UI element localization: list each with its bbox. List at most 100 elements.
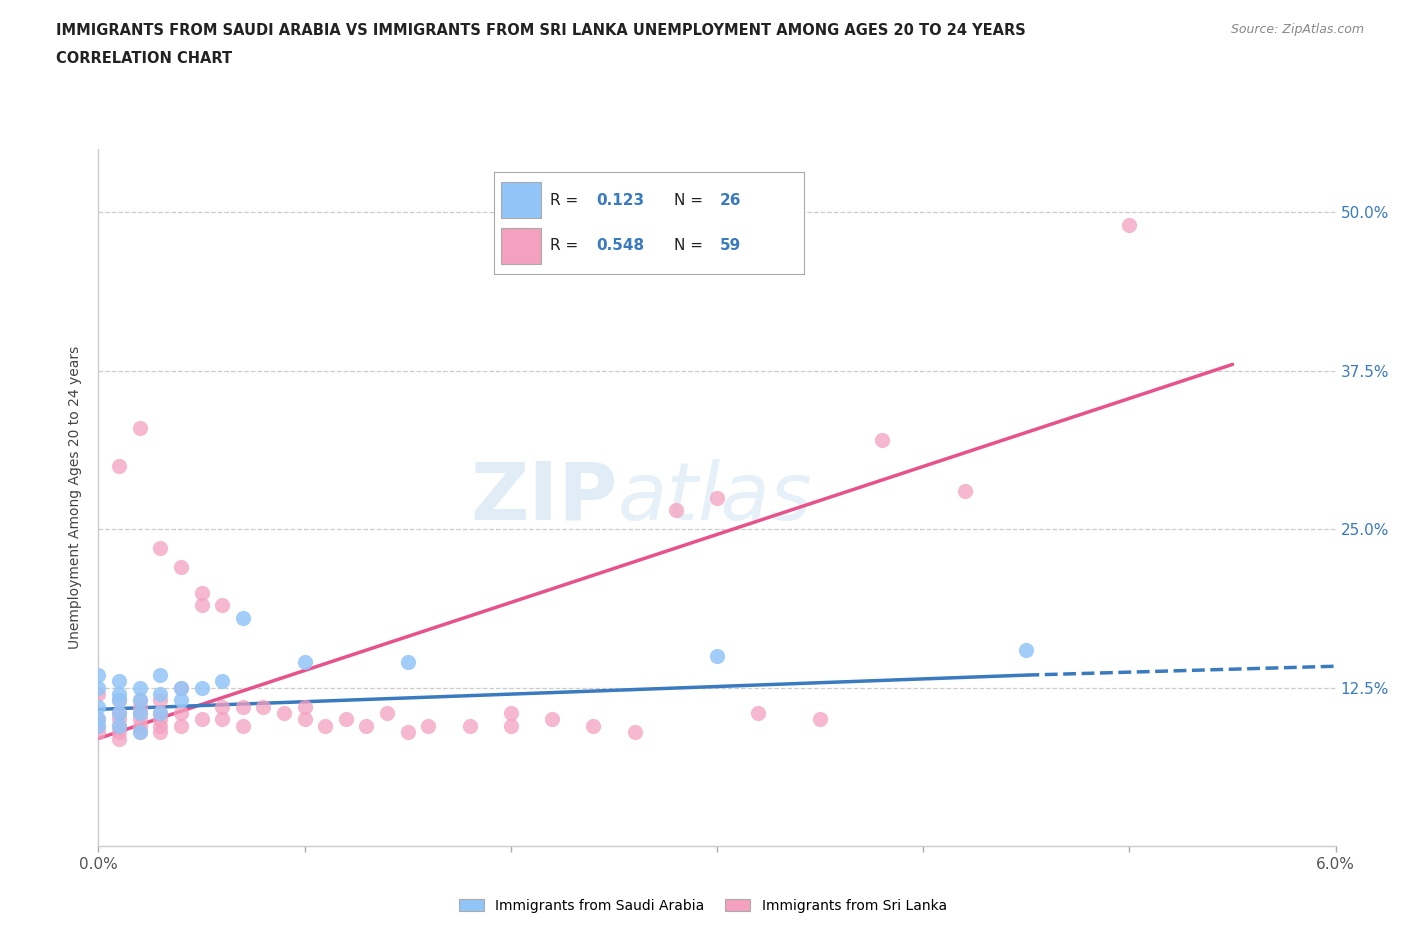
Point (87, 712, 110, 727)
Point (232, 611, 254, 626)
Point (128, 699, 150, 714)
Point (418, 718, 440, 733)
Point (1015, 643, 1038, 658)
Point (128, 706, 150, 721)
Point (170, 681, 193, 696)
Text: 0.548: 0.548 (596, 238, 644, 253)
Point (108, 693, 131, 708)
Point (623, 724, 645, 739)
Point (87, 718, 110, 733)
Point (294, 699, 316, 714)
Point (541, 712, 564, 727)
Point (128, 420, 150, 435)
Point (232, 699, 254, 714)
Point (87, 686, 110, 701)
Point (499, 706, 522, 721)
Y-axis label: Unemployment Among Ages 20 to 24 years: Unemployment Among Ages 20 to 24 years (69, 346, 83, 649)
Point (870, 433, 893, 448)
Point (294, 655, 316, 670)
Point (273, 706, 295, 721)
Point (128, 718, 150, 733)
Point (108, 718, 131, 733)
Point (665, 503, 688, 518)
Point (190, 598, 212, 613)
Point (211, 674, 233, 689)
Point (87, 712, 110, 727)
Point (108, 706, 131, 721)
Point (108, 706, 131, 721)
Point (190, 681, 212, 696)
Point (170, 560, 193, 575)
Legend: Immigrants from Saudi Arabia, Immigrants from Sri Lanka: Immigrants from Saudi Arabia, Immigrants… (454, 894, 952, 919)
Point (108, 718, 131, 733)
Point (128, 681, 150, 696)
Text: R =: R = (550, 193, 583, 208)
Point (375, 706, 398, 721)
Point (170, 706, 193, 721)
Point (108, 724, 131, 739)
Point (396, 655, 419, 670)
Point (108, 458, 131, 473)
Point (582, 718, 605, 733)
Point (108, 693, 131, 708)
Point (396, 724, 419, 739)
Point (128, 693, 150, 708)
Point (108, 674, 131, 689)
Point (87, 718, 110, 733)
Point (190, 585, 212, 600)
Point (108, 712, 131, 727)
FancyBboxPatch shape (501, 229, 541, 264)
Text: ZIP: ZIP (471, 458, 619, 537)
Text: CORRELATION CHART: CORRELATION CHART (56, 51, 232, 66)
Point (128, 706, 150, 721)
Point (1118, 218, 1140, 232)
Point (149, 724, 172, 739)
Point (170, 693, 193, 708)
Point (149, 686, 172, 701)
Point (211, 699, 233, 714)
Point (170, 681, 193, 696)
Point (170, 718, 193, 733)
Point (335, 712, 357, 727)
Point (128, 693, 150, 708)
Point (808, 712, 831, 727)
Text: 0.123: 0.123 (596, 193, 644, 208)
Point (149, 706, 172, 721)
Point (128, 724, 150, 739)
Point (87, 681, 110, 696)
Point (211, 598, 233, 613)
Text: N =: N = (673, 193, 707, 208)
Text: R =: R = (550, 238, 583, 253)
Point (128, 724, 150, 739)
Point (149, 541, 172, 556)
Text: atlas: atlas (619, 458, 813, 537)
Point (87, 724, 110, 739)
Point (149, 706, 172, 721)
Point (149, 693, 172, 708)
Point (128, 712, 150, 727)
Point (87, 668, 110, 683)
Point (87, 699, 110, 714)
Point (149, 668, 172, 683)
Point (149, 718, 172, 733)
Point (232, 718, 254, 733)
Point (953, 484, 976, 498)
Text: N =: N = (673, 238, 707, 253)
Point (190, 712, 212, 727)
Text: IMMIGRANTS FROM SAUDI ARABIA VS IMMIGRANTS FROM SRI LANKA UNEMPLOYMENT AMONG AGE: IMMIGRANTS FROM SAUDI ARABIA VS IMMIGRAN… (56, 23, 1026, 38)
Point (747, 706, 769, 721)
Point (108, 686, 131, 701)
Text: Source: ZipAtlas.com: Source: ZipAtlas.com (1230, 23, 1364, 36)
Point (706, 490, 728, 505)
Point (499, 718, 522, 733)
Point (458, 718, 481, 733)
Text: 59: 59 (720, 238, 741, 253)
Point (211, 712, 233, 727)
FancyBboxPatch shape (501, 182, 541, 219)
Point (356, 718, 378, 733)
Point (706, 648, 728, 663)
Text: 26: 26 (720, 193, 741, 208)
Point (108, 731, 131, 746)
Point (294, 712, 316, 727)
Point (149, 712, 172, 727)
